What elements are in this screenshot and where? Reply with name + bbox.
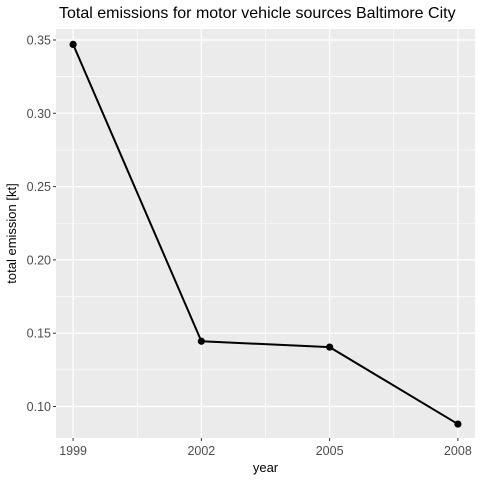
x-tick-label: 2005 bbox=[316, 444, 344, 458]
x-tick-label: 1999 bbox=[59, 444, 87, 458]
series-line bbox=[72, 43, 459, 425]
chart-title: Total emissions for motor vehicle source… bbox=[59, 5, 456, 22]
y-tick-label: 0.25 bbox=[27, 180, 51, 194]
series-group bbox=[69, 40, 462, 428]
x-axis: 1999 2002 2005 2008 bbox=[59, 438, 472, 458]
data-point bbox=[454, 420, 462, 428]
y-axis: 0.10 0.15 0.20 0.25 0.30 0.35 bbox=[27, 33, 56, 414]
y-tick-label: 0.20 bbox=[27, 253, 51, 267]
x-axis-label: year bbox=[253, 460, 279, 475]
y-tick-label: 0.35 bbox=[27, 33, 51, 47]
data-point bbox=[69, 40, 77, 48]
data-point bbox=[197, 337, 205, 345]
data-point bbox=[326, 343, 334, 351]
minor-grid bbox=[56, 29, 475, 438]
y-tick-label: 0.30 bbox=[27, 107, 51, 121]
major-grid bbox=[56, 29, 475, 438]
x-tick-label: 2008 bbox=[444, 444, 472, 458]
y-tick-label: 0.10 bbox=[27, 400, 51, 414]
x-tick-label: 2002 bbox=[187, 444, 215, 458]
y-axis-label: total emission [kt] bbox=[4, 183, 19, 283]
y-tick-label: 0.15 bbox=[27, 327, 51, 341]
